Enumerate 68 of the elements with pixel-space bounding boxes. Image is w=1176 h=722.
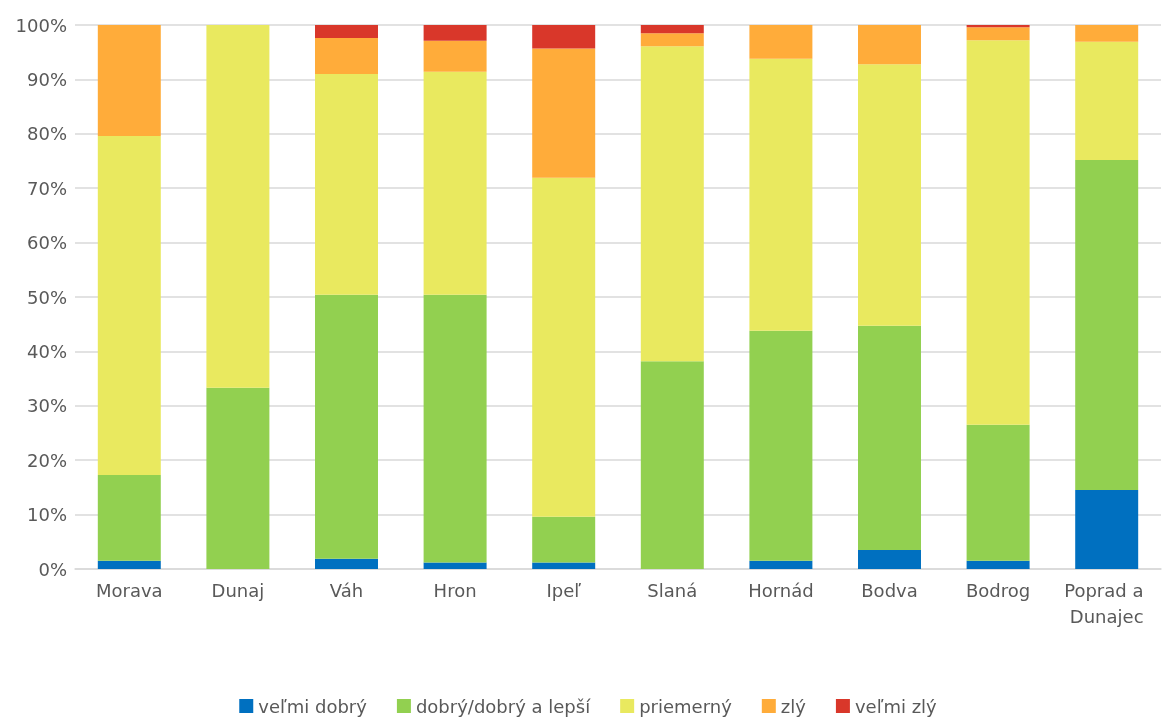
legend-label: veľmi zlý (854, 695, 938, 717)
y-tick-label: 50% (26, 286, 67, 308)
bar (97, 25, 161, 136)
y-tick-label: 30% (26, 395, 67, 417)
bar (749, 58, 813, 331)
x-tick-label: Hornád (748, 579, 814, 601)
bar (749, 560, 813, 569)
bar (858, 25, 921, 65)
y-tick-label: 10% (26, 504, 67, 526)
y-tick-label: 90% (26, 68, 67, 90)
y-tick-label: 70% (26, 177, 67, 199)
y-tick-label: 80% (26, 123, 67, 145)
y-tick-label: 100% (15, 14, 67, 36)
bar (966, 560, 1030, 569)
bar (315, 73, 378, 295)
bar (532, 25, 596, 49)
bar (1075, 159, 1139, 491)
x-tick-label: Dunaj (211, 579, 265, 601)
y-tick-label: 60% (26, 232, 67, 254)
y-tick-label: 0% (38, 558, 67, 580)
bar (858, 325, 921, 550)
x-tick-label: Hron (433, 579, 477, 601)
legend-label: dobrý/dobrý a lepší (415, 695, 592, 717)
bar (640, 25, 704, 34)
bar (1075, 490, 1139, 569)
bar (315, 25, 378, 39)
y-tick-label: 40% (26, 340, 67, 362)
x-tick-label: Bodva (861, 579, 918, 601)
bar (640, 361, 704, 569)
bar (640, 33, 704, 47)
bar (423, 25, 487, 41)
bar (97, 135, 161, 475)
x-tick-label: Bodrog (965, 579, 1031, 601)
bar (532, 177, 596, 517)
x-tick-label: Poprad a Dunajec (1064, 579, 1150, 627)
y-tick-label: 20% (26, 449, 67, 471)
bar (423, 71, 487, 295)
bar (966, 25, 1030, 28)
bar (966, 424, 1030, 561)
bar (640, 46, 704, 362)
bar (749, 330, 813, 561)
bar (315, 38, 378, 74)
bar (532, 48, 596, 178)
bar (532, 516, 596, 563)
bar (749, 25, 813, 59)
bar (1075, 41, 1139, 160)
x-tick-label: Slaná (647, 579, 698, 601)
bar (858, 549, 921, 569)
bar (97, 560, 161, 569)
bar (315, 294, 378, 559)
bar (206, 25, 270, 388)
x-tick-label: Váh (329, 579, 364, 601)
legend-label: veľmi dobrý (258, 695, 368, 717)
bar (858, 64, 921, 326)
x-tick-label: Ipeľ (546, 579, 582, 601)
bar (423, 294, 487, 563)
bar (966, 27, 1030, 41)
bar (1075, 25, 1139, 42)
legend-label: zlý (780, 695, 807, 717)
bar (532, 562, 596, 569)
x-tick-label: Morava (95, 579, 163, 601)
bar (206, 387, 270, 569)
bar (97, 474, 161, 561)
bar (966, 40, 1030, 425)
legend-label: priemerný (639, 695, 733, 717)
bar (423, 40, 487, 72)
bar (315, 558, 378, 569)
bar (423, 562, 487, 569)
